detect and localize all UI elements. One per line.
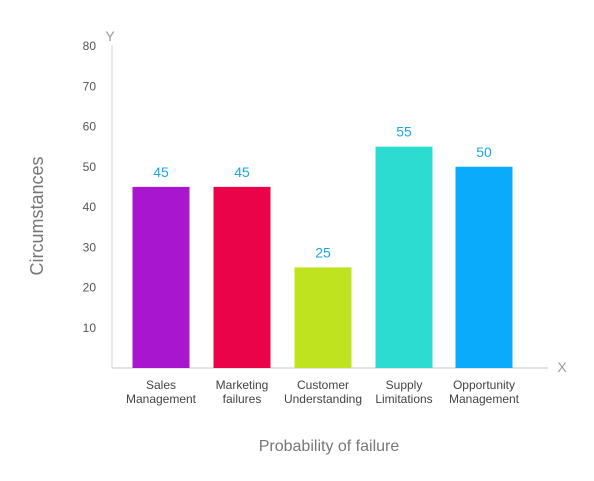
category-label: Management [449, 392, 520, 406]
y-axis-letter: Y [105, 28, 115, 44]
category-label: Customer [297, 378, 349, 392]
category-labels: SalesManagementMarketingfailuresCustomer… [126, 378, 520, 406]
y-tick-label: 60 [83, 120, 97, 134]
bar [375, 146, 433, 368]
bar-value-label: 50 [476, 144, 492, 160]
y-tick-label: 50 [83, 160, 97, 174]
category-label: Supply [386, 378, 423, 392]
bar-series: 45 45 25 55 50 [132, 124, 513, 368]
category-label: failures [223, 392, 262, 406]
bar [294, 267, 352, 368]
x-axis-title: Probability of failure [259, 438, 400, 455]
y-tick-label: 30 [83, 240, 97, 254]
bar-value-label: 45 [234, 164, 250, 180]
bar [455, 166, 513, 368]
category-label: Sales [146, 378, 176, 392]
bar-value-label: 45 [153, 164, 169, 180]
x-axis-letter: X [557, 359, 567, 375]
category-label: Management [126, 392, 197, 406]
y-tick-label: 80 [83, 39, 97, 53]
category-label: Understanding [284, 392, 362, 406]
bar [132, 186, 190, 368]
bar [213, 186, 271, 368]
y-axis-title: Circumstances [27, 156, 47, 275]
bar-value-label: 55 [396, 124, 412, 140]
category-label: Opportunity [453, 378, 515, 392]
y-tick-label: 10 [83, 321, 97, 335]
y-tick-label: 40 [83, 200, 97, 214]
category-label: Marketing [216, 378, 269, 392]
y-tick-label: 20 [83, 281, 97, 295]
bar-value-label: 25 [315, 244, 331, 260]
y-tick-labels: 10 20 30 40 50 60 70 80 [83, 39, 97, 335]
category-label: Limitations [375, 392, 432, 406]
y-tick-label: 70 [83, 79, 97, 93]
